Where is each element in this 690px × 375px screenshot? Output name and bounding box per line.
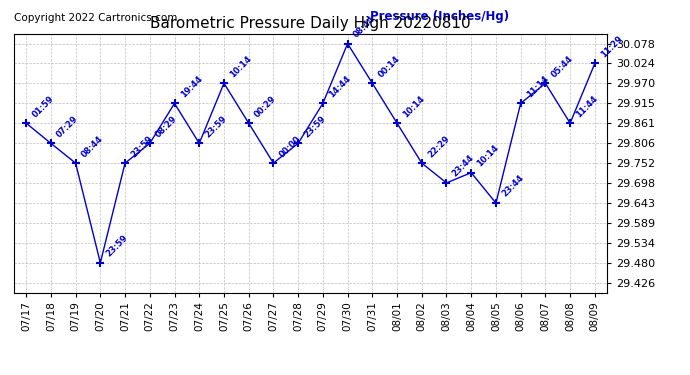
Text: 23:59: 23:59: [302, 114, 328, 139]
Text: 05:44: 05:44: [549, 54, 575, 79]
Text: 11:14: 11:14: [525, 74, 550, 99]
Title: Barometric Pressure Daily High 20220810: Barometric Pressure Daily High 20220810: [150, 16, 471, 31]
Text: 10:14: 10:14: [228, 54, 253, 79]
Text: 00:29: 00:29: [253, 94, 278, 119]
Text: Copyright 2022 Cartronics.com: Copyright 2022 Cartronics.com: [14, 13, 177, 23]
Text: 08:44: 08:44: [80, 134, 105, 159]
Text: 19:44: 19:44: [179, 74, 204, 99]
Text: 08:29: 08:29: [154, 114, 179, 139]
Text: Pressure (Inches/Hg): Pressure (Inches/Hg): [370, 10, 509, 23]
Text: 10:14: 10:14: [401, 94, 426, 119]
Text: 23:59: 23:59: [204, 114, 228, 139]
Text: 08:44: 08:44: [352, 14, 377, 39]
Text: 22:29: 22:29: [426, 134, 451, 159]
Text: 00:14: 00:14: [377, 54, 402, 79]
Text: 23:59: 23:59: [104, 234, 130, 259]
Text: 11:44: 11:44: [574, 94, 600, 119]
Text: 10:14: 10:14: [475, 143, 501, 168]
Text: 07:29: 07:29: [55, 114, 80, 139]
Text: 23:44: 23:44: [451, 153, 476, 179]
Text: 11:29: 11:29: [599, 34, 624, 59]
Text: 01:59: 01:59: [30, 94, 55, 119]
Text: 00:00: 00:00: [277, 134, 303, 159]
Text: 14:44: 14:44: [327, 74, 353, 99]
Text: 23:44: 23:44: [500, 174, 525, 199]
Text: 23:59: 23:59: [129, 134, 155, 159]
